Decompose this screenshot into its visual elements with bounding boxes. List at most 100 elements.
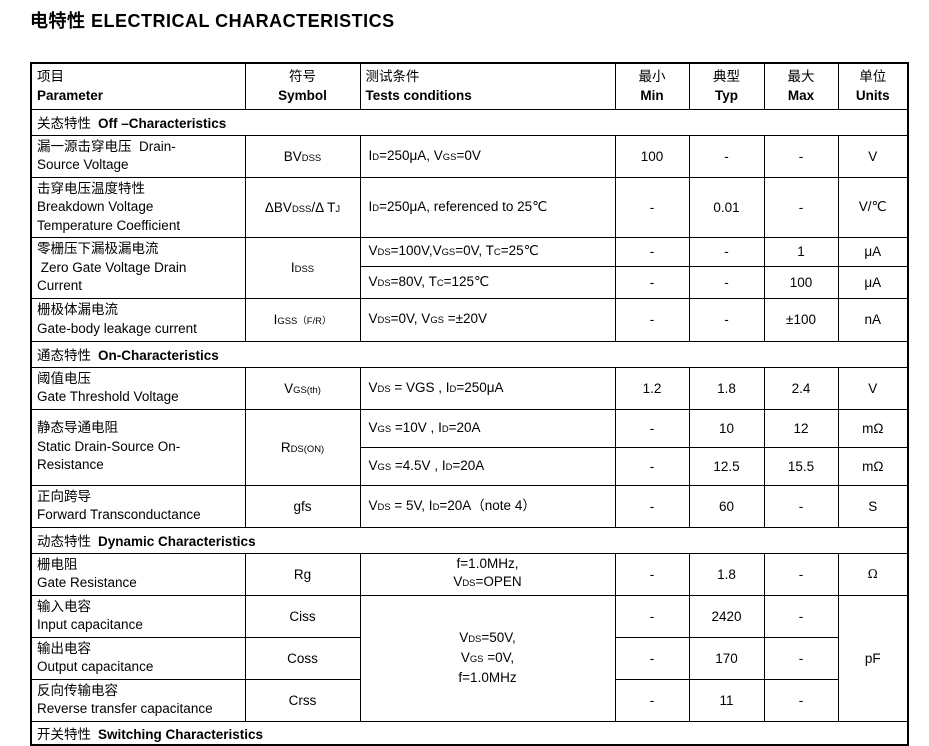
col-header-conditions-en: Tests conditions bbox=[365, 88, 472, 104]
ciss-symbol-cell: Ciss bbox=[244, 594, 361, 638]
col-header-symbol-en: Symbol bbox=[278, 88, 327, 104]
bvdss-param-cell: 漏一源击穿电压 Drain- Source Voltage bbox=[30, 134, 246, 178]
col-header-max: 最大 Max bbox=[763, 62, 839, 110]
rdson-condition-cell-2: VGS =4.5V , ID=20A bbox=[359, 446, 616, 486]
page-title: 电特性 ELECTRICAL CHARACTERISTICS bbox=[30, 11, 395, 31]
idss-min-cell-2: - bbox=[614, 265, 690, 299]
section-on-characteristics: 通态特性 On-Characteristics bbox=[30, 340, 909, 368]
crss-param-line: 反向传输电容 bbox=[37, 682, 118, 698]
coss-param-line: 输出电容 bbox=[37, 640, 91, 656]
rdson-min-cell-1: - bbox=[614, 408, 690, 448]
rdson-condition-cell-1: VGS =10V , ID=20A bbox=[359, 408, 616, 448]
capacitance-units-cell: pF bbox=[837, 594, 909, 722]
dbvdss-max-cell: - bbox=[763, 176, 839, 238]
dbvdss-condition-cell: ID=250μA, referenced to 25℃ bbox=[359, 176, 616, 238]
rg-typ-cell: 1.8 bbox=[688, 552, 765, 596]
col-header-min-zh: 最小 bbox=[638, 69, 666, 85]
dbvdss-param-cell: 击穿电压温度特性 Breakdown Voltage Temperature C… bbox=[30, 176, 246, 238]
ciss-param-line: 输入电容 bbox=[37, 598, 91, 614]
col-header-parameter-zh: 项目 bbox=[37, 69, 64, 85]
section-switching-label: 开关特性 Switching Characteristics bbox=[30, 720, 909, 745]
vgsth-param-cell: 阈值电压 Gate Threshold Voltage bbox=[30, 366, 246, 410]
coss-symbol-cell: Coss bbox=[244, 636, 361, 680]
idss-typ-cell-1: - bbox=[688, 237, 765, 267]
bvdss-max-cell: - bbox=[763, 134, 839, 178]
bvdss-typ-cell: - bbox=[688, 134, 765, 178]
ciss-max-cell: - bbox=[763, 594, 839, 638]
rdson-symbol-cell: RDS(ON) bbox=[244, 408, 361, 486]
igss-max-cell: ±100 bbox=[763, 297, 839, 342]
rdson-units-cell-2: mΩ bbox=[837, 446, 909, 486]
gfs-min-cell: - bbox=[614, 484, 690, 528]
rg-symbol-cell: Rg bbox=[244, 552, 361, 596]
igss-typ-cell: - bbox=[688, 297, 765, 342]
ciss-typ-cell: 2420 bbox=[688, 594, 765, 638]
row-crss: 反向传输电容 Reverse transfer capacitance Crss… bbox=[30, 678, 908, 722]
row-bvdss: 漏一源击穿电压 Drain- Source Voltage BVDSS ID=2… bbox=[30, 134, 909, 178]
table-header-row: 项目 Parameter 符号 Symbol 测试条件 Tests condit… bbox=[30, 62, 909, 110]
col-header-typ-zh: 典型 bbox=[713, 69, 740, 85]
gfs-param-cell: 正向跨导 Forward Transconductance bbox=[30, 484, 246, 528]
gfs-max-cell: - bbox=[763, 484, 839, 528]
idss-condition-cell-2: VDS=80V, TC=125℃ bbox=[359, 265, 616, 299]
bvdss-condition-cell: ID=250μA, VGS=0V bbox=[359, 134, 616, 178]
section-off-zh: 关态特性 bbox=[37, 116, 91, 131]
coss-min-cell: - bbox=[614, 636, 690, 680]
col-header-units-zh: 单位 bbox=[859, 69, 887, 85]
igss-min-cell: - bbox=[614, 297, 690, 342]
crss-param-line: Reverse transfer capacitance bbox=[37, 701, 213, 716]
vgsth-symbol-cell: VGS(th) bbox=[244, 366, 361, 410]
row-idss-1: 零栅压下漏极漏电流 Zero Gate Voltage Drain Curren… bbox=[30, 237, 909, 299]
bvdss-param-line: 漏一源击穿电压 Drain- bbox=[37, 138, 176, 154]
ciss-min-cell: - bbox=[614, 594, 690, 638]
coss-param-line: Output capacitance bbox=[37, 659, 154, 674]
gfs-param-line: 正向跨导 bbox=[37, 488, 91, 504]
row-idss-2: VDS=80V, TC=125℃ - - 100 μA bbox=[31, 265, 909, 299]
row-rdson-2: VGS =4.5V , ID=20A - 12.5 15.5 mΩ bbox=[31, 446, 909, 486]
igss-param-cell: 栅极体漏电流 Gate-body leakage current bbox=[30, 297, 246, 342]
col-header-typ: 典型 Typ bbox=[688, 62, 765, 110]
col-header-min-en: Min bbox=[640, 88, 664, 104]
crss-max-cell: - bbox=[763, 678, 839, 722]
rg-units-cell: Ω bbox=[837, 552, 909, 596]
dbvdss-param-line: Breakdown Voltage bbox=[37, 199, 154, 214]
vgsth-units-cell: V bbox=[837, 366, 909, 410]
section-switching-characteristics: 开关特性 Switching Characteristics bbox=[30, 720, 909, 745]
idss-min-cell-1: - bbox=[614, 237, 690, 267]
rdson-param-line: Resistance bbox=[37, 457, 104, 473]
idss-param-line: 零栅压下漏极漏电流 bbox=[37, 241, 159, 256]
crss-typ-cell: 11 bbox=[688, 678, 765, 722]
row-gfs: 正向跨导 Forward Transconductance gfs VDS = … bbox=[30, 484, 909, 528]
idss-units-cell-1: μA bbox=[837, 237, 909, 267]
rdson-typ-cell-2: 12.5 bbox=[688, 446, 765, 486]
igss-param-line: Gate-body leakage current bbox=[37, 320, 197, 336]
row-rg: 栅电阻 Gate Resistance Rg f=1.0MHz, VDS=OPEN… bbox=[30, 552, 909, 596]
rg-param-line: 栅电阻 bbox=[37, 556, 78, 572]
rg-max-cell: - bbox=[763, 552, 839, 596]
idss-units-cell-2: μA bbox=[837, 265, 909, 299]
rg-param-cell: 栅电阻 Gate Resistance bbox=[30, 552, 246, 596]
rdson-param-line: Static Drain-Source On- bbox=[37, 438, 181, 454]
idss-max-cell-1: 1 bbox=[763, 237, 839, 267]
rdson-min-cell-2: - bbox=[614, 446, 690, 486]
section-dynamic-characteristics: 动态特性 Dynamic Characteristics bbox=[30, 526, 909, 554]
dbvdss-min-cell: - bbox=[614, 176, 690, 238]
gfs-units-cell: S bbox=[837, 484, 909, 528]
section-dynamic-label: 动态特性 Dynamic Characteristics bbox=[30, 526, 909, 554]
rdson-max-cell-1: 12 bbox=[763, 408, 839, 448]
dbvdss-typ-cell: 0.01 bbox=[688, 176, 765, 238]
bvdss-min-cell: 100 bbox=[614, 134, 690, 178]
crss-min-cell: - bbox=[614, 678, 690, 722]
col-header-symbol-zh: 符号 bbox=[289, 69, 316, 85]
igss-symbol-cell: IGSS（F/R） bbox=[244, 297, 361, 342]
rdson-typ-cell-1: 10 bbox=[688, 408, 765, 448]
row-bvdss-temp-coefficient: 击穿电压温度特性 Breakdown Voltage Temperature C… bbox=[30, 176, 909, 238]
vgsth-condition-cell: VDS = VGS , ID=250μA bbox=[359, 366, 616, 410]
vgsth-min-cell: 1.2 bbox=[614, 366, 690, 410]
igss-condition-cell: VDS=0V, VGS =±20V bbox=[359, 297, 616, 342]
vgsth-typ-cell: 1.8 bbox=[688, 366, 765, 410]
section-on-label: 通态特性 On-Characteristics bbox=[30, 340, 909, 368]
coss-max-cell: - bbox=[763, 636, 839, 680]
vgsth-max-cell: 2.4 bbox=[763, 366, 839, 410]
idss-symbol-cell: IDSS bbox=[244, 237, 361, 299]
